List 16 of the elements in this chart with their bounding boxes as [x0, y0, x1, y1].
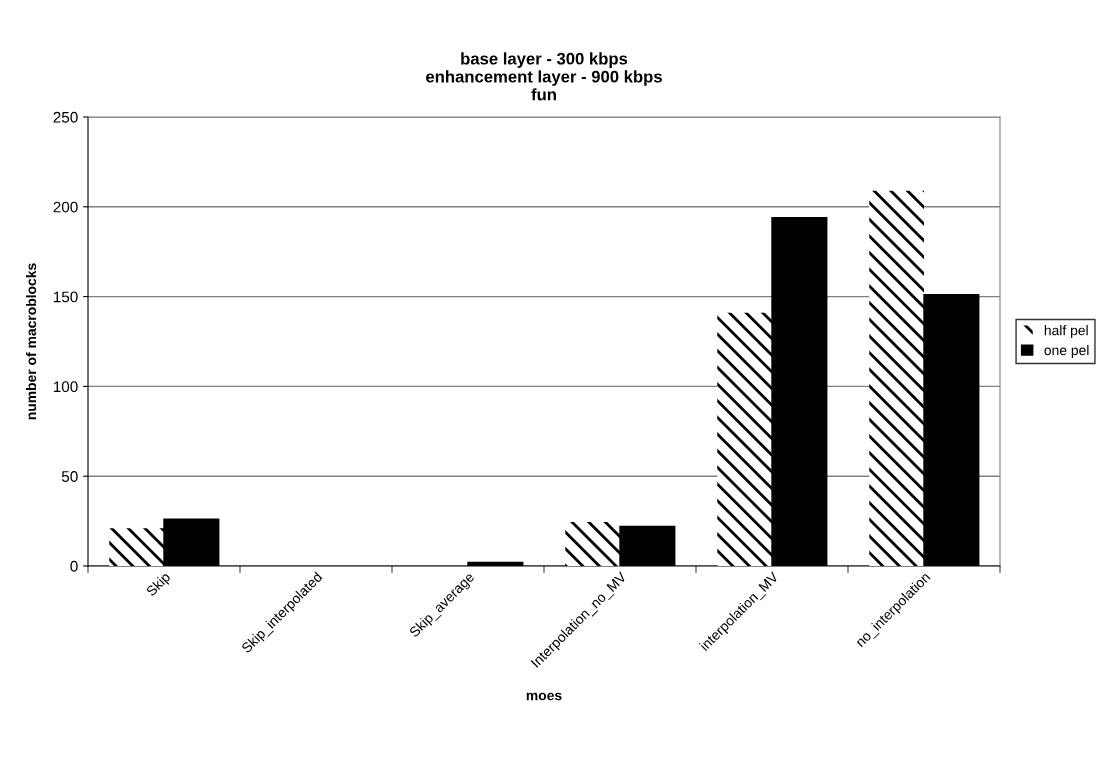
legend-label: one pel [1044, 344, 1089, 358]
x-tick-label: Skip [145, 571, 173, 599]
x-axis-title: moes [526, 692, 562, 701]
y-tick-label: 100 [53, 381, 78, 393]
bar [717, 312, 772, 566]
y-tick-label: 50 [61, 471, 78, 482]
chart-title: base layer - 300 kbps enhancement layer - 900 kbps fun [426, 52, 662, 101]
bar [109, 528, 164, 566]
y-tick-label: 200 [53, 201, 78, 213]
y-tick-label: 0 [70, 560, 78, 572]
bar [565, 522, 620, 566]
bar [869, 190, 924, 566]
y-tick-label: 150 [53, 291, 78, 303]
y-tick-label: 250 [53, 111, 78, 123]
legend-label: half pel [1044, 325, 1088, 339]
y-axis-title: number of macroblocks [25, 263, 37, 420]
